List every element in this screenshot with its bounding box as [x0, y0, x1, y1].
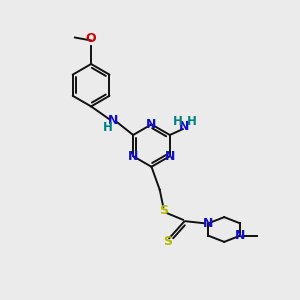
Text: S: S	[159, 204, 168, 218]
Text: N: N	[128, 150, 138, 163]
Text: N: N	[146, 118, 157, 131]
Text: N: N	[108, 114, 119, 127]
Text: N: N	[179, 120, 190, 133]
Text: H: H	[103, 121, 112, 134]
Text: N: N	[235, 229, 245, 242]
Text: N: N	[203, 217, 214, 230]
Text: H: H	[173, 115, 183, 128]
Text: H: H	[187, 115, 196, 128]
Text: O: O	[86, 32, 96, 45]
Text: S: S	[164, 235, 172, 248]
Text: N: N	[165, 150, 175, 163]
